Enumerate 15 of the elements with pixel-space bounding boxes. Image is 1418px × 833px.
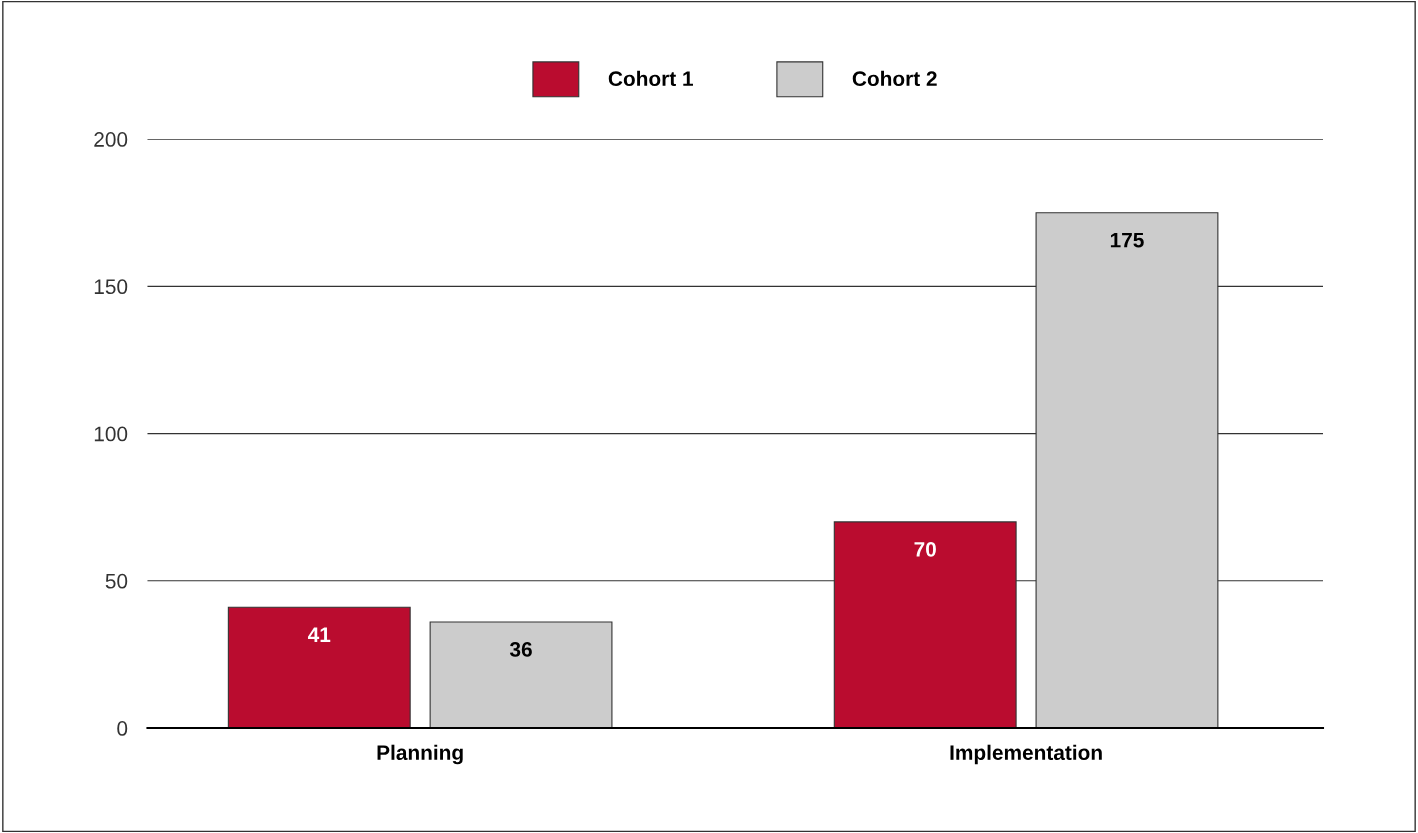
bar: [227, 606, 411, 729]
y-tick-label: 0: [117, 721, 128, 736]
y-tick-label: 50: [105, 573, 128, 589]
legend-label: Cohort 2: [852, 70, 937, 87]
bar: [429, 621, 613, 729]
data-label: 36: [509, 642, 532, 657]
y-tick-label: 100: [94, 426, 128, 442]
data-label: 175: [1110, 232, 1144, 248]
x-tick-label: Implementation: [950, 744, 1102, 765]
data-label: 70: [914, 541, 936, 557]
y-tick-label: 150: [94, 279, 128, 295]
x-tick-label: Planning: [377, 744, 463, 765]
legend-label: Cohort 1: [608, 70, 693, 87]
data-label: 41: [307, 627, 331, 642]
y-tick-label: 200: [94, 132, 128, 147]
